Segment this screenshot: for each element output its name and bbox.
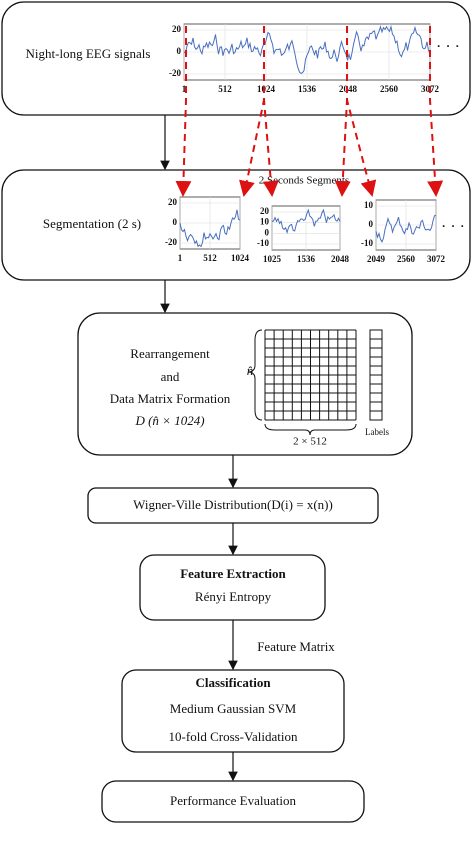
labels-column (369, 329, 383, 421)
y-tick-label: 20 (172, 24, 182, 34)
x-tick-label: 1024 (257, 84, 276, 94)
feature-box (139, 554, 326, 621)
rows-label: n̂ (247, 363, 254, 378)
x-tick-label: 2560 (397, 254, 416, 264)
label: Wigner-Ville Distribution(D(i) = x(n)) (133, 497, 333, 512)
x-tick-label: 1025 (263, 254, 282, 264)
brace (264, 423, 357, 436)
caption: 2 Seconds Segments (259, 175, 349, 187)
label: Performance Evaluation (170, 793, 296, 808)
line: Rearrangement (130, 346, 210, 361)
method: Rényi Entropy (195, 589, 272, 604)
matrix-box (77, 312, 413, 456)
y-tick-label: -20 (169, 68, 181, 78)
edge-label: Feature Matrix (257, 639, 335, 654)
x-tick-label: 2049 (367, 254, 386, 264)
x-tick-label: 1536 (298, 84, 317, 94)
matrix-grid (264, 329, 383, 421)
line: 10-fold Cross-Validation (169, 729, 298, 744)
segment-arrow (427, 26, 444, 197)
y-tick-label: 20 (168, 197, 178, 207)
segment-arrow (175, 26, 192, 197)
x-tick-label: 1 (178, 253, 183, 263)
segment-arrow (262, 26, 279, 197)
signal (179, 209, 241, 248)
segment-arrow (346, 26, 377, 197)
y-tick-label: 10 (364, 200, 374, 210)
y-tick-label: -10 (257, 238, 269, 248)
brace (247, 329, 263, 421)
x-tick-label: 2048 (331, 254, 350, 264)
cols-label: 2 × 512 (293, 436, 327, 448)
signal (375, 214, 437, 244)
line: Data Matrix Formation (110, 391, 231, 406)
y-tick-label: 0 (265, 227, 270, 237)
line: D (n̂ × 1024) (134, 413, 204, 428)
title: Classification (195, 675, 271, 690)
label: Night-long EEG signals (26, 46, 151, 61)
x-tick-label: 3072 (427, 254, 446, 264)
x-tick-label: 1024 (231, 253, 250, 263)
y-tick-label: 0 (173, 217, 178, 227)
x-tick-label: 2048 (339, 84, 358, 94)
y-tick-label: -20 (165, 237, 177, 247)
y-tick-label: -10 (361, 238, 373, 248)
x-tick-label: 512 (203, 253, 217, 263)
title: Feature Extraction (180, 566, 286, 581)
line: and (161, 369, 180, 384)
line: Medium Gaussian SVM (170, 701, 297, 716)
signal (271, 208, 341, 235)
y-tick-label: 20 (260, 206, 270, 216)
x-tick-label: 1 (182, 84, 187, 94)
x-tick-label: 512 (218, 84, 232, 94)
signal (183, 24, 431, 74)
x-tick-label: 2560 (380, 84, 399, 94)
label: Segmentation (2 s) (43, 216, 141, 231)
y-tick-label: 10 (260, 217, 270, 227)
y-tick-label: 0 (177, 46, 182, 56)
y-tick-label: 0 (369, 219, 374, 229)
ellipsis: · · · (436, 39, 460, 56)
labels-label: Labels (365, 427, 389, 437)
x-tick-label: 1536 (297, 254, 316, 264)
ellipsis: · · · (441, 219, 465, 236)
